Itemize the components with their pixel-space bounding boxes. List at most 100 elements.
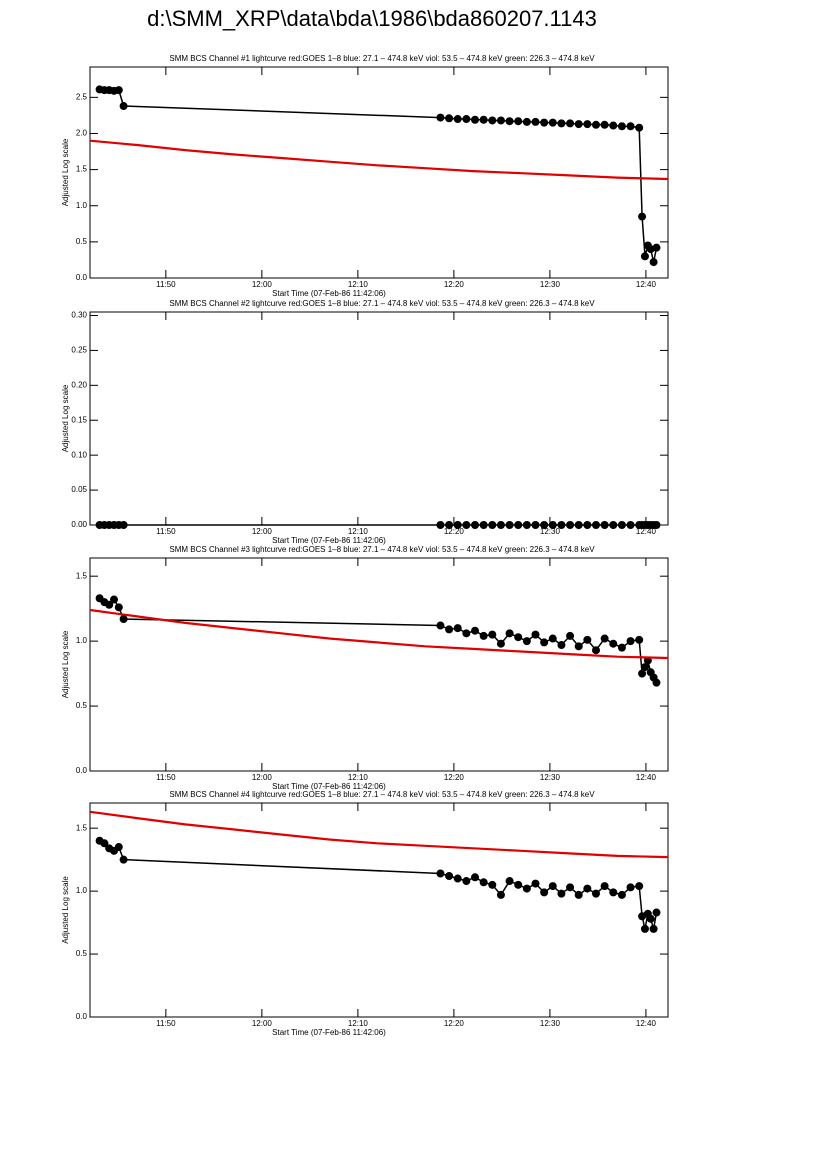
data-point	[557, 641, 566, 650]
x-tick-label: 11:50	[156, 773, 176, 782]
data-point	[479, 115, 488, 124]
data-point	[566, 883, 575, 892]
series-line	[89, 810, 669, 859]
y-axis-label: Adjusted Log scale	[61, 138, 70, 206]
data-point	[119, 102, 128, 111]
page-title: d:\SMM_XRP\data\bda\1986\bda860207.1143	[147, 6, 597, 31]
data-point	[600, 521, 609, 529]
x-tick-label: 12:40	[636, 527, 657, 536]
x-tick-label: 11:50	[156, 527, 176, 536]
y-tick-label: 1.5	[76, 823, 88, 832]
y-tick-label: 0.5	[76, 701, 88, 710]
data-point	[522, 884, 531, 893]
chart-title: SMM BCS Channel #1 lightcurve red:GOES 1…	[169, 54, 595, 63]
data-point	[548, 882, 557, 891]
data-point	[617, 521, 626, 529]
y-tick-label: 0.25	[71, 346, 87, 355]
data-point	[436, 113, 445, 122]
data-point	[479, 521, 488, 529]
data-point	[445, 872, 454, 881]
y-tick-label: 0.05	[71, 485, 87, 494]
data-point	[609, 121, 618, 130]
x-tick-label: 12:10	[348, 280, 369, 289]
y-tick-label: 0.0	[76, 766, 88, 775]
data-point	[531, 117, 540, 126]
data-point	[591, 889, 600, 898]
data-point	[557, 889, 566, 898]
plot-frame	[89, 66, 669, 279]
data-point	[479, 631, 488, 640]
x-tick-label: 12:20	[444, 773, 465, 782]
data-point	[591, 120, 600, 129]
series-line	[89, 139, 669, 181]
data-point	[640, 924, 649, 933]
data-point	[488, 521, 497, 529]
data-point	[496, 521, 505, 529]
data-point	[617, 643, 626, 652]
data-point	[583, 120, 592, 129]
data-point	[548, 521, 557, 529]
x-tick-label: 12:20	[444, 280, 465, 289]
data-point	[566, 119, 575, 128]
data-point	[514, 633, 523, 642]
data-point	[522, 117, 531, 126]
data-point	[583, 635, 592, 644]
x-tick-label: 12:00	[252, 527, 273, 536]
data-point	[574, 521, 583, 529]
x-tick-label: 11:50	[156, 1019, 176, 1028]
x-tick-label: 12:10	[348, 773, 369, 782]
data-point	[626, 883, 635, 892]
data-point	[119, 615, 128, 624]
data-point	[100, 839, 109, 848]
x-tick-label: 11:50	[156, 280, 176, 289]
data-point	[462, 115, 471, 124]
data-point	[574, 890, 583, 899]
series-line	[89, 608, 669, 660]
x-axis-label: Start Time (07-Feb-86 11:42:06)	[272, 1028, 386, 1037]
data-point	[591, 521, 600, 529]
data-point	[626, 521, 635, 529]
chart-title: SMM BCS Channel #4 lightcurve red:GOES 1…	[169, 790, 595, 799]
y-tick-label: 2.5	[76, 92, 88, 101]
data-point	[649, 258, 658, 267]
y-tick-label: 0.30	[71, 311, 87, 320]
y-tick-label: 0.5	[76, 237, 88, 246]
data-point	[436, 869, 445, 878]
x-tick-label: 12:30	[540, 280, 561, 289]
data-point	[649, 924, 658, 933]
y-tick-label: 2.0	[76, 129, 88, 138]
data-point	[640, 252, 649, 261]
data-point	[453, 521, 462, 529]
data-point	[609, 639, 618, 648]
data-point	[462, 521, 471, 529]
data-point	[119, 855, 128, 864]
data-point	[638, 669, 647, 678]
data-point	[626, 122, 635, 131]
x-tick-label: 12:40	[636, 280, 657, 289]
x-tick-label: 12:00	[252, 1019, 273, 1028]
y-tick-label: 0.5	[76, 949, 88, 958]
y-tick-label: 0.15	[71, 415, 87, 424]
data-point	[496, 116, 505, 125]
x-tick-label: 12:20	[444, 1019, 465, 1028]
data-point	[445, 625, 454, 634]
y-tick-label: 1.0	[76, 886, 88, 895]
series-line	[99, 840, 658, 930]
y-axis-label: Adjusted Log scale	[61, 630, 70, 698]
x-axis-label: Start Time (07-Feb-86 11:42:06)	[272, 536, 386, 545]
data-point	[462, 877, 471, 886]
data-point	[557, 119, 566, 128]
data-point	[514, 521, 523, 529]
x-tick-label: 12:10	[348, 1019, 369, 1028]
y-tick-label: 1.5	[76, 165, 88, 174]
data-point	[453, 115, 462, 124]
data-point	[617, 890, 626, 899]
y-tick-label: 1.0	[76, 201, 88, 210]
data-point	[638, 212, 647, 221]
data-point	[445, 114, 454, 123]
x-tick-label: 12:00	[252, 773, 273, 782]
y-axis-label: Adjusted Log scale	[61, 384, 70, 452]
data-point	[609, 888, 618, 897]
